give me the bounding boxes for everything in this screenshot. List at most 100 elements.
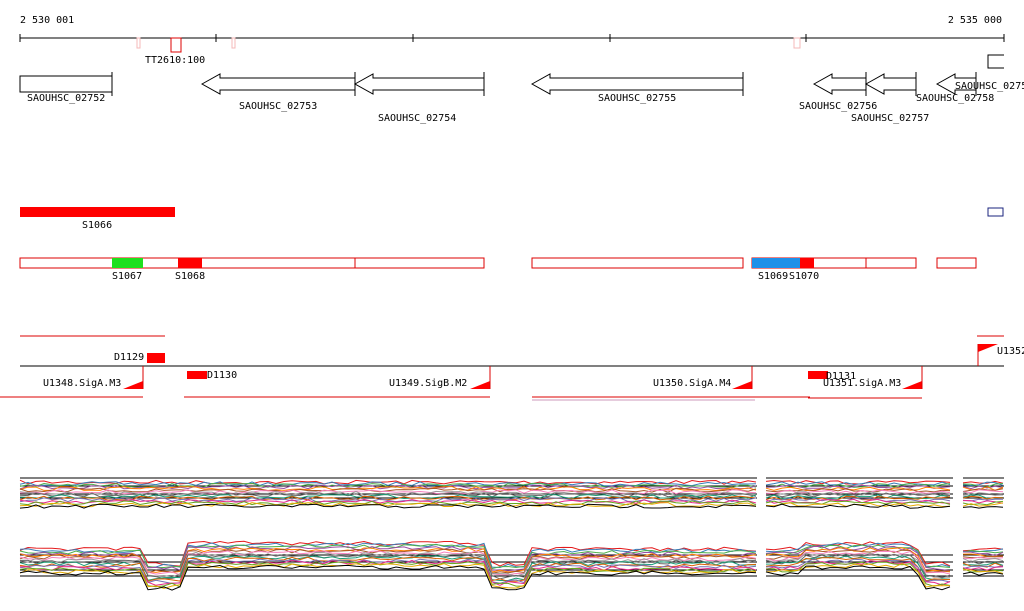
gene (864, 73, 917, 95)
gene-label: SAOUHSC_02753 (239, 101, 317, 112)
feature (147, 353, 165, 363)
expression-curve (19, 564, 757, 591)
gene (987, 54, 1004, 69)
segment (19, 257, 485, 269)
gene-label: SAOUHSC_02755 (598, 93, 676, 104)
markers (136, 37, 801, 49)
gene (812, 73, 867, 95)
expression-curve (765, 550, 951, 575)
segment (987, 207, 1004, 217)
promoter-lines (142, 344, 979, 389)
gene-label: SAOUHSC_02754 (378, 113, 456, 124)
segment (20, 207, 175, 217)
gene-label: SAOUHSC_02756 (799, 101, 877, 112)
expression-curve (765, 503, 951, 509)
promoter (978, 344, 998, 352)
expression-curve (962, 571, 1004, 576)
expression-curve (765, 545, 951, 572)
gene (353, 73, 485, 95)
terminator (170, 37, 182, 53)
expression-curve (962, 502, 1004, 507)
expression-curve (765, 497, 951, 503)
promoter (902, 381, 922, 389)
expression-curve (766, 484, 951, 489)
segment-label: S1068 (175, 271, 205, 282)
feature-label: U1349.SigB.M2 (389, 378, 467, 389)
expression-curve (19, 550, 757, 576)
gene-label: SAOUHSC_02752 (27, 93, 105, 104)
expression-curve (962, 495, 1004, 500)
segment (752, 258, 800, 268)
expression-curve (19, 500, 757, 506)
feature (808, 371, 828, 379)
promoter (732, 381, 752, 389)
expression-curve (962, 569, 1004, 574)
expression-panels (19, 477, 1004, 591)
expression-curve (962, 566, 1004, 571)
feature-label: U1350.SigA.M4 (653, 378, 731, 389)
expression-curve (19, 548, 757, 574)
segment (800, 258, 814, 268)
expression-curve (765, 563, 951, 588)
gene (19, 75, 113, 93)
feature-label: D1130 (207, 370, 237, 381)
feature-marks (123, 344, 998, 389)
segment-label: S1069 (758, 271, 788, 282)
expression-curve (962, 506, 1004, 509)
expression-curve (765, 492, 951, 498)
expression-curve (962, 551, 1004, 557)
expression-curve (962, 481, 1004, 487)
expression-curve (19, 486, 757, 492)
expression-curve (19, 484, 757, 490)
promoter (123, 381, 143, 389)
expression-curve (765, 486, 951, 492)
expression-curve (962, 553, 1004, 557)
expression-curve (765, 488, 951, 493)
feature (187, 371, 207, 379)
promoter (470, 381, 490, 389)
feature-label: U1348.SigA.M3 (43, 378, 121, 389)
gene (200, 73, 356, 95)
ruler (19, 34, 1005, 42)
genes (19, 54, 1004, 96)
feature-label: U1351.SigA.M3 (823, 378, 901, 389)
ruler-start: 2 530 001 (20, 15, 74, 26)
expression-curve (19, 543, 757, 570)
expression-curve (765, 565, 951, 591)
expression-curve (19, 495, 757, 501)
expression-curve (962, 485, 1004, 490)
expression-curve (19, 502, 757, 508)
feature-label: D1131 (826, 371, 856, 382)
segment (178, 258, 202, 268)
marker (793, 37, 801, 49)
expression-curve (19, 545, 757, 572)
marker (136, 37, 141, 49)
expression-curve (962, 549, 1004, 554)
ruler-end: 2 535 000 (948, 15, 1002, 26)
segment-row (19, 257, 977, 269)
expression-curve (962, 561, 1004, 566)
segment (531, 257, 744, 269)
segment (936, 257, 977, 269)
expression-curve (962, 555, 1004, 559)
expression-curve (765, 552, 951, 578)
expression-curve (765, 481, 951, 486)
expression-curve (19, 558, 757, 585)
segment-label: S1070 (789, 271, 819, 282)
terminator-label: TT2610:100 (145, 55, 205, 66)
expression-curve (962, 489, 1004, 494)
segment-label: S1066 (82, 220, 112, 231)
segment (112, 258, 143, 268)
expression-curve (765, 544, 951, 568)
gene-label: SAOUHSC_02757 (851, 113, 929, 124)
segment-label: S1067 (112, 271, 142, 282)
expression-curve (765, 558, 951, 583)
expression-curve (19, 503, 757, 509)
expression-curve (19, 556, 757, 582)
gene (530, 73, 744, 95)
feature-label: U1352 (997, 346, 1024, 357)
expression-curve (19, 479, 757, 485)
expression-curve (962, 488, 1004, 492)
gene-label: SAOUHSC_0275 (955, 81, 1024, 92)
